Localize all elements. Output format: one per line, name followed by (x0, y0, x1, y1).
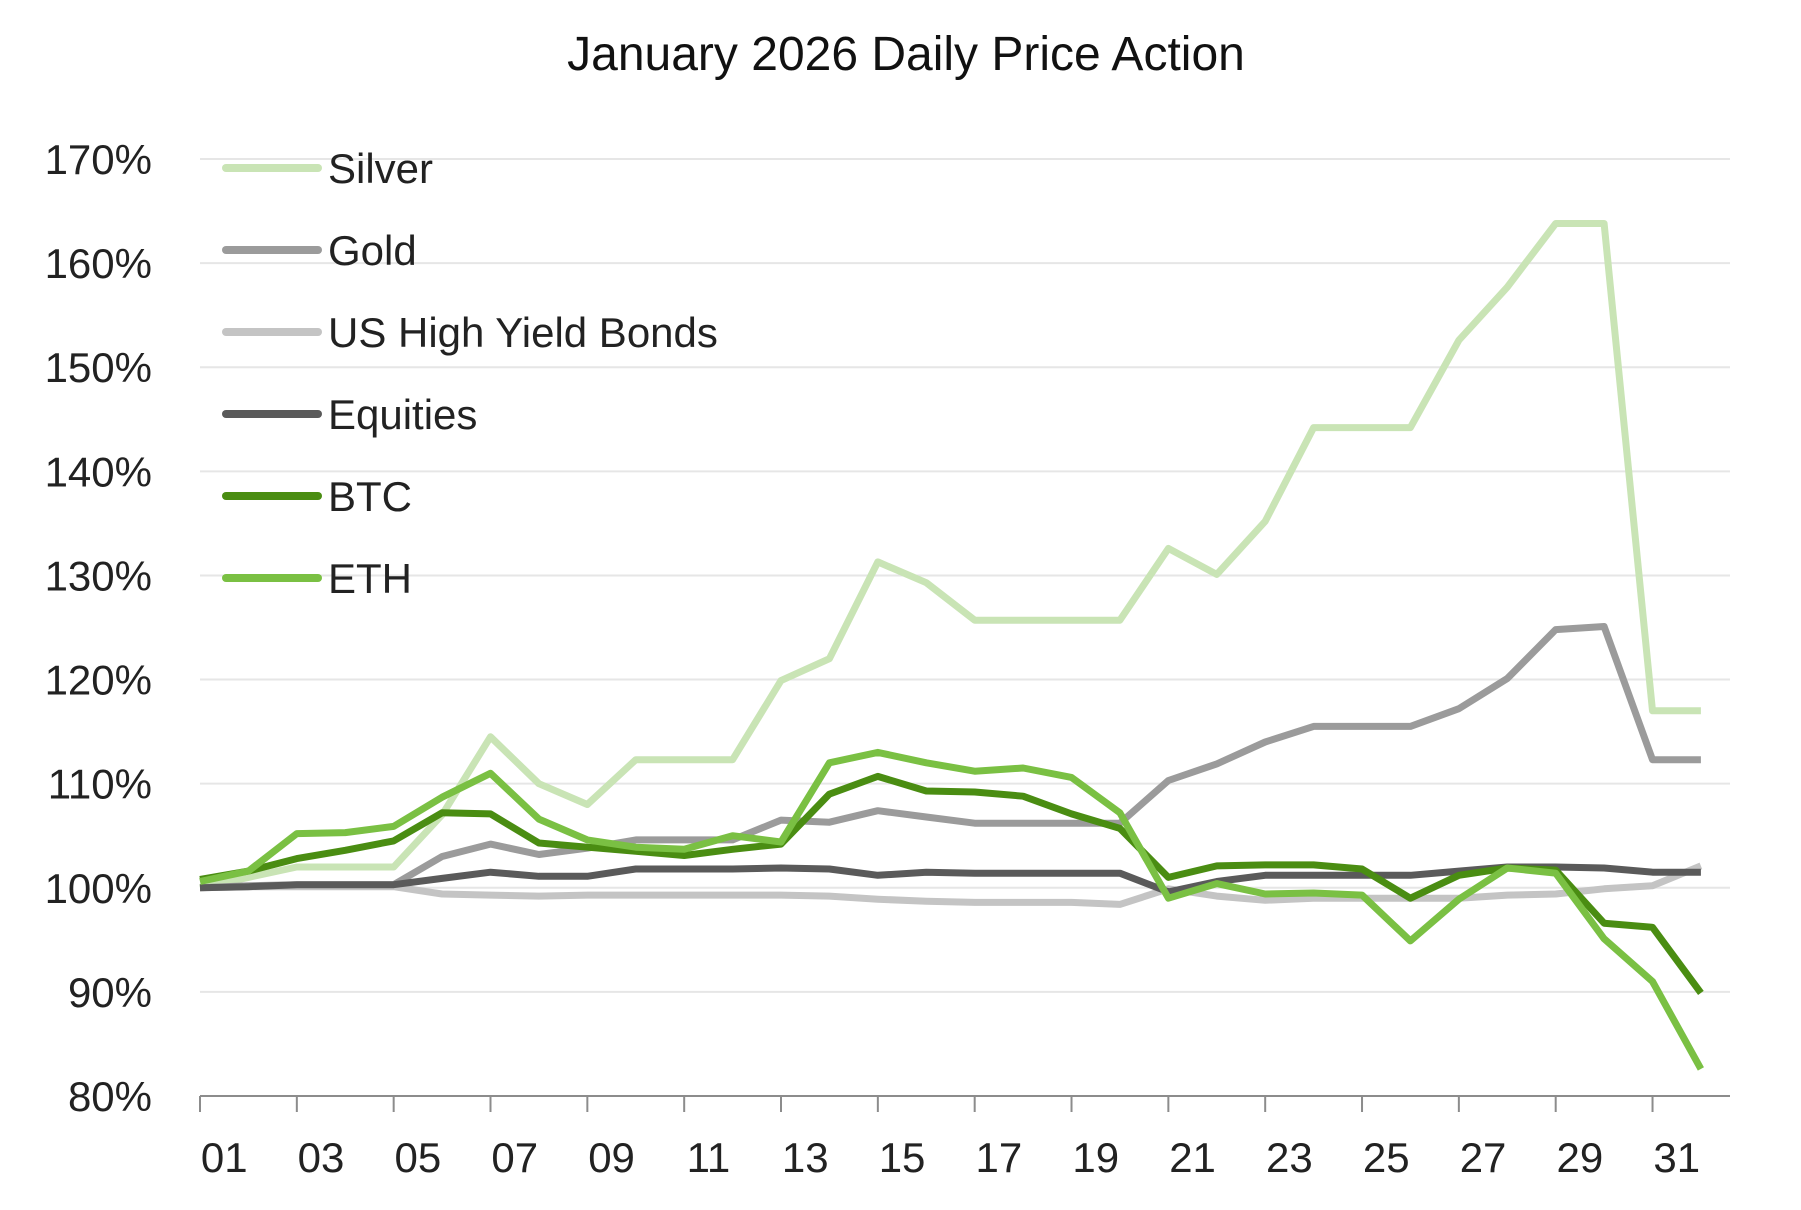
x-tick-label-31: 31 (1653, 1134, 1700, 1181)
x-tick-label-19: 19 (1072, 1134, 1119, 1181)
series-line-gold (199, 623, 1701, 892)
legend-label-silver: Silver (328, 145, 433, 192)
x-tick-label-09: 09 (588, 1134, 635, 1181)
x-tick-label-07: 07 (491, 1134, 538, 1181)
chart-title: January 2026 Daily Price Action (567, 28, 1245, 81)
y-tick-label-160: 160% (45, 240, 152, 287)
series-lines (199, 220, 1704, 1071)
x-axis-ticks: 01 03 05 07 09 11 13 15 17 19 21 23 25 27 29 31 (199, 1096, 1700, 1181)
x-tick-label-27: 27 (1460, 1134, 1507, 1181)
y-tick-label-100: 100% (45, 865, 152, 912)
x-tick-label-29: 29 (1557, 1134, 1604, 1181)
series-line-equities (199, 863, 1701, 896)
y-tick-label-170: 170% (45, 136, 152, 183)
y-tick-label-90: 90% (68, 969, 152, 1016)
series-line-silver (199, 220, 1701, 892)
y-tick-label-140: 140% (45, 448, 152, 495)
legend-label-gold: Gold (328, 227, 417, 274)
y-tick-label-80: 80% (68, 1073, 152, 1120)
y-tick-label-150: 150% (45, 344, 152, 391)
x-tick-label-05: 05 (395, 1134, 442, 1181)
gridlines (200, 158, 1730, 993)
x-tick-label-25: 25 (1363, 1134, 1410, 1181)
x-tick-label-13: 13 (782, 1134, 829, 1181)
series-line-btc (199, 772, 1704, 995)
y-tick-label-130: 130% (45, 552, 152, 599)
y-tick-label-120: 120% (45, 657, 152, 704)
legend-label-btc: BTC (328, 473, 412, 520)
x-tick-label-01: 01 (201, 1134, 248, 1181)
legend-label-eth: ETH (328, 555, 412, 602)
series-line-eth (199, 748, 1704, 1071)
legend-label-us-high-yield-bonds: US High Yield Bonds (328, 309, 718, 356)
y-axis-ticks: 80% 90% 100% 110% 120% 130% 140% 150% 160% 170% (45, 136, 152, 1120)
legend-label-equities: Equities (328, 391, 477, 438)
x-tick-label-15: 15 (879, 1134, 926, 1181)
x-tick-label-17: 17 (976, 1134, 1023, 1181)
x-tick-label-23: 23 (1266, 1134, 1313, 1181)
x-tick-label-21: 21 (1169, 1134, 1216, 1181)
series-line-us-high-yield-bonds (199, 862, 1703, 908)
x-tick-label-11: 11 (687, 1134, 731, 1181)
y-tick-label-110: 110% (48, 761, 152, 808)
legend: Silver Gold US High Yield Bonds Equities BTC… (222, 145, 718, 602)
x-tick-label-03: 03 (298, 1134, 345, 1181)
